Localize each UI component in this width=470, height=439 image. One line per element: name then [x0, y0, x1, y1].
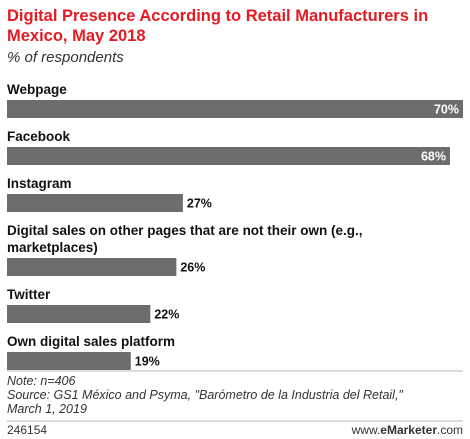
- category-label: Webpage: [7, 82, 67, 97]
- chart-id: 246154: [7, 423, 47, 437]
- chart-title: Digital Presence According to Retail Man…: [7, 7, 428, 45]
- value-label: 19%: [135, 355, 160, 369]
- note-text: Note: n=406: [7, 374, 76, 388]
- source-line-2: March 1, 2019: [7, 402, 87, 416]
- category-label: Facebook: [7, 129, 71, 144]
- brand-prefix: www.: [351, 423, 381, 437]
- value-label: 70%: [434, 103, 459, 117]
- bar: [7, 352, 131, 370]
- bar-item: Instagram 27%: [7, 176, 212, 212]
- source-line-1: Source: GS1 México and Psyma, "Barómetro…: [7, 388, 403, 402]
- value-label: 27%: [187, 197, 212, 211]
- bar-item: Facebook 68%: [7, 129, 450, 165]
- bar-item: Webpage 70%: [7, 82, 463, 118]
- bar: [7, 100, 463, 118]
- category-label: Digital sales on other pages that are no…: [7, 223, 363, 238]
- bar-item: Twitter 22%: [7, 287, 179, 323]
- value-label: 26%: [180, 261, 205, 275]
- bar-item: Own digital sales platform 19%: [7, 334, 175, 370]
- chart-subtitle: % of respondents: [7, 49, 124, 66]
- bar-group: Webpage 70% Facebook 68% Instagram 27% Digital…: [7, 82, 463, 370]
- category-label: Own digital sales platform: [7, 334, 175, 349]
- brand-suffix: .com: [437, 423, 463, 437]
- bar: [7, 258, 177, 276]
- bar: [7, 194, 183, 212]
- category-label: Twitter: [7, 287, 51, 302]
- value-label: 68%: [421, 150, 446, 164]
- bar: [7, 147, 450, 165]
- bar: [7, 305, 151, 323]
- chart-title-line-1: Digital Presence According to Retail Man…: [7, 7, 428, 25]
- brand-name: eMarketer: [380, 423, 437, 437]
- category-label: marketplaces): [7, 240, 98, 255]
- bar-item: Digital sales on other pages that are no…: [7, 223, 363, 276]
- brand-logo: www.eMarketer.com: [351, 423, 463, 437]
- value-label: 22%: [154, 308, 179, 322]
- category-label: Instagram: [7, 176, 72, 191]
- chart-title-line-2: Mexico, May 2018: [7, 27, 146, 45]
